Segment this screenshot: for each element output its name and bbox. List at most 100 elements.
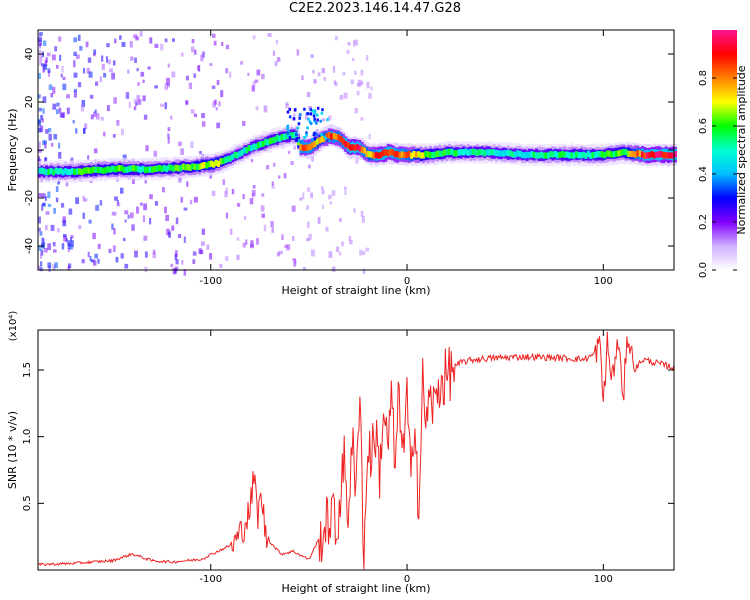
ridge-cell — [129, 165, 133, 172]
spectrogram-noise-layer — [38, 30, 373, 276]
noise-speckle — [178, 177, 182, 183]
ridge-cell — [636, 150, 640, 157]
ridge-cell — [118, 165, 122, 172]
noise-speckle — [83, 127, 86, 134]
noise-speckle — [38, 227, 41, 232]
noise-speckle — [177, 233, 182, 239]
noise-speckle — [325, 226, 329, 232]
ridge-spray — [320, 111, 324, 115]
noise-speckle — [38, 120, 41, 127]
ridge-cell — [504, 149, 508, 156]
snr-x-tick-label: 0 — [404, 574, 410, 585]
noise-speckle — [58, 36, 62, 42]
ridge-cell — [370, 151, 374, 158]
noise-speckle — [120, 128, 124, 136]
noise-speckle — [38, 145, 41, 149]
noise-speckle — [165, 214, 170, 222]
ridge-cell — [506, 149, 510, 157]
ridge-cell — [657, 151, 661, 158]
noise-speckle — [168, 231, 172, 238]
ridge-cell — [198, 163, 202, 170]
ridge-cell — [499, 150, 503, 157]
noise-speckle — [174, 266, 179, 272]
ridge-cell — [160, 165, 164, 173]
ridge-spray — [324, 137, 328, 141]
ridge-cell — [282, 133, 286, 141]
noise-speckle — [188, 82, 193, 90]
ridge-spray — [287, 129, 290, 133]
ridge-spray — [311, 109, 314, 113]
noise-speckle — [346, 49, 350, 54]
snr-panel: -100 0 100 0.5 1.0 1.5 Height of straight li… — [6, 311, 675, 595]
ridge-cell — [360, 146, 364, 153]
noise-speckle — [287, 150, 291, 154]
noise-speckle — [47, 243, 52, 251]
colorbar-gradient-bar — [712, 30, 737, 270]
ridge-cell — [551, 151, 555, 158]
noise-speckle — [38, 156, 41, 162]
noise-speckle — [167, 133, 170, 138]
ridge-cell — [513, 151, 517, 158]
noise-speckle — [191, 38, 195, 44]
noise-speckle — [112, 134, 116, 138]
noise-speckle — [354, 39, 359, 46]
noise-speckle — [51, 54, 56, 61]
spectrogram-y-tick-label: 20 — [24, 96, 35, 109]
ridge-spray — [308, 120, 312, 124]
noise-speckle — [52, 86, 56, 94]
noise-speckle — [164, 38, 168, 43]
noise-speckle — [112, 245, 116, 253]
ridge-cell — [273, 136, 277, 143]
noise-speckle — [356, 91, 360, 96]
noise-speckle — [252, 81, 256, 86]
noise-speckle — [342, 72, 346, 76]
snr-y-tick-label: 1.5 — [22, 362, 33, 378]
noise-speckle — [167, 83, 170, 88]
ridge-cell — [78, 168, 81, 175]
noise-speckle — [44, 247, 48, 253]
ridge-cell — [509, 150, 513, 157]
ridge-cell — [593, 151, 597, 159]
spectrogram-ridge-layer — [38, 106, 677, 184]
noise-speckle — [137, 99, 142, 105]
ridge-cell — [136, 165, 140, 173]
noise-speckle — [52, 264, 56, 271]
ridge-cell — [242, 147, 246, 154]
ridge-cell — [603, 152, 607, 159]
ridge-spray — [319, 119, 322, 123]
noise-speckle — [106, 105, 110, 112]
ridge-cell — [648, 152, 652, 159]
ridge-cell — [417, 151, 421, 158]
ridge-cell — [466, 149, 470, 156]
noise-speckle — [38, 32, 42, 40]
noise-speckle — [112, 211, 117, 216]
ridge-cell — [429, 151, 432, 159]
ridge-cell — [450, 148, 454, 155]
ridge-cell — [42, 168, 46, 175]
ridge-cell — [530, 151, 534, 158]
ridge-spray — [313, 136, 317, 140]
noise-speckle — [53, 133, 58, 140]
noise-speckle — [344, 186, 347, 190]
noise-speckle — [331, 266, 336, 272]
noise-speckle — [200, 54, 204, 62]
ridge-cell — [584, 152, 588, 159]
noise-speckle — [355, 157, 359, 164]
noise-speckle — [60, 202, 65, 208]
noise-speckle — [249, 198, 254, 205]
noise-speckle — [192, 259, 196, 264]
ridge-spray — [306, 126, 309, 130]
ridge-cell — [537, 152, 541, 159]
ridge-cell — [650, 151, 654, 158]
noise-speckle — [338, 251, 342, 256]
noise-speckle — [299, 197, 303, 201]
noise-speckle — [202, 51, 205, 58]
ridge-cell — [132, 165, 136, 172]
noise-speckle — [72, 119, 75, 124]
ridge-cell — [259, 140, 263, 148]
ridge-spray — [306, 112, 310, 116]
noise-speckle — [209, 174, 213, 179]
ridge-cell — [49, 167, 53, 175]
noise-speckle — [131, 178, 135, 185]
noise-speckle — [50, 93, 54, 98]
